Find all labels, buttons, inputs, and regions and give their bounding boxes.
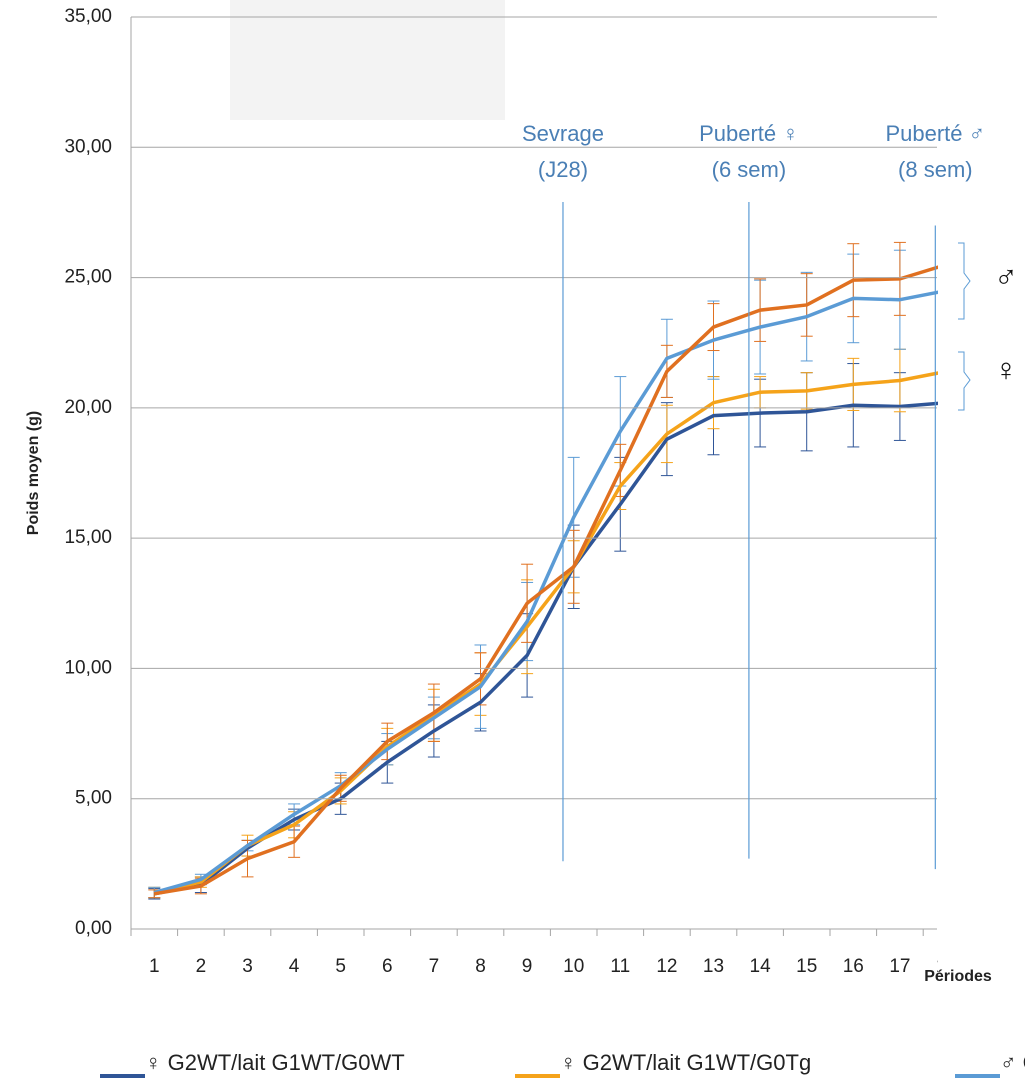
x-axis-label: Périodes <box>924 968 992 985</box>
y-tick-label: 15,00 <box>64 527 112 548</box>
x-tick-label: 14 <box>750 956 772 977</box>
x-tick-label: 2 <box>196 956 207 977</box>
x-tick-label: 18 <box>936 956 957 977</box>
group-label: ♀ <box>994 351 1018 387</box>
x-tick-label: 12 <box>656 956 677 977</box>
annotation: Puberté ♀ <box>699 121 799 146</box>
x-tick-label: 7 <box>429 956 440 977</box>
annotation: Puberté ♂ <box>885 121 985 146</box>
x-tick-label: 3 <box>242 956 253 977</box>
x-tick-label: 5 <box>335 956 346 977</box>
x-tick-label: 9 <box>522 956 533 977</box>
x-tick-label: 6 <box>382 956 393 977</box>
y-tick-label: 20,00 <box>64 397 112 418</box>
y-tick-label: 25,00 <box>64 267 112 288</box>
annotation: (8 sem) <box>898 157 973 182</box>
plot: 1 2 3 4 5 6 7 8 9 10 11 12 13 14 15 16 17 18 <box>130 241 957 977</box>
legend-label: ♀ G2WT/lait G1WT/G0WT <box>145 1050 405 1075</box>
x-tick-label: 1 <box>149 956 160 977</box>
series-line <box>153 401 938 896</box>
series-line <box>153 371 938 895</box>
y-tick-label: 0,00 <box>75 918 112 939</box>
legend-label: ♀ G2WT/lait G1WT/G0Tg <box>560 1050 811 1075</box>
legend-label: ♂ G2 <box>1000 1050 1025 1075</box>
x-tick-label: 17 <box>889 956 910 977</box>
y-tick-label: 10,00 <box>64 657 112 678</box>
x-tick-label: 10 <box>563 956 584 977</box>
x-tick-label: 4 <box>289 956 300 977</box>
y-tick-label: 35,00 <box>64 6 112 27</box>
x-tick-label: 11 <box>610 956 630 977</box>
annotation: Sevrage <box>522 121 604 146</box>
blur-patch <box>230 0 505 120</box>
series-line <box>154 265 938 896</box>
x-tick-label: 16 <box>843 956 864 977</box>
x-tick-label: 13 <box>703 956 724 977</box>
x-tick-label: 15 <box>796 956 817 977</box>
y-tick-label: 5,00 <box>75 788 112 809</box>
y-axis-label: Poids moyen (g) <box>25 411 42 535</box>
series-line <box>153 290 938 895</box>
group-label: ♂ <box>994 257 1018 293</box>
annotation: (6 sem) <box>712 157 787 182</box>
annotation: (J28) <box>538 157 588 182</box>
bracket <box>958 242 971 320</box>
bracket <box>958 351 971 411</box>
y-tick-label: 30,00 <box>64 136 112 157</box>
x-tick-label: 8 <box>475 956 486 977</box>
